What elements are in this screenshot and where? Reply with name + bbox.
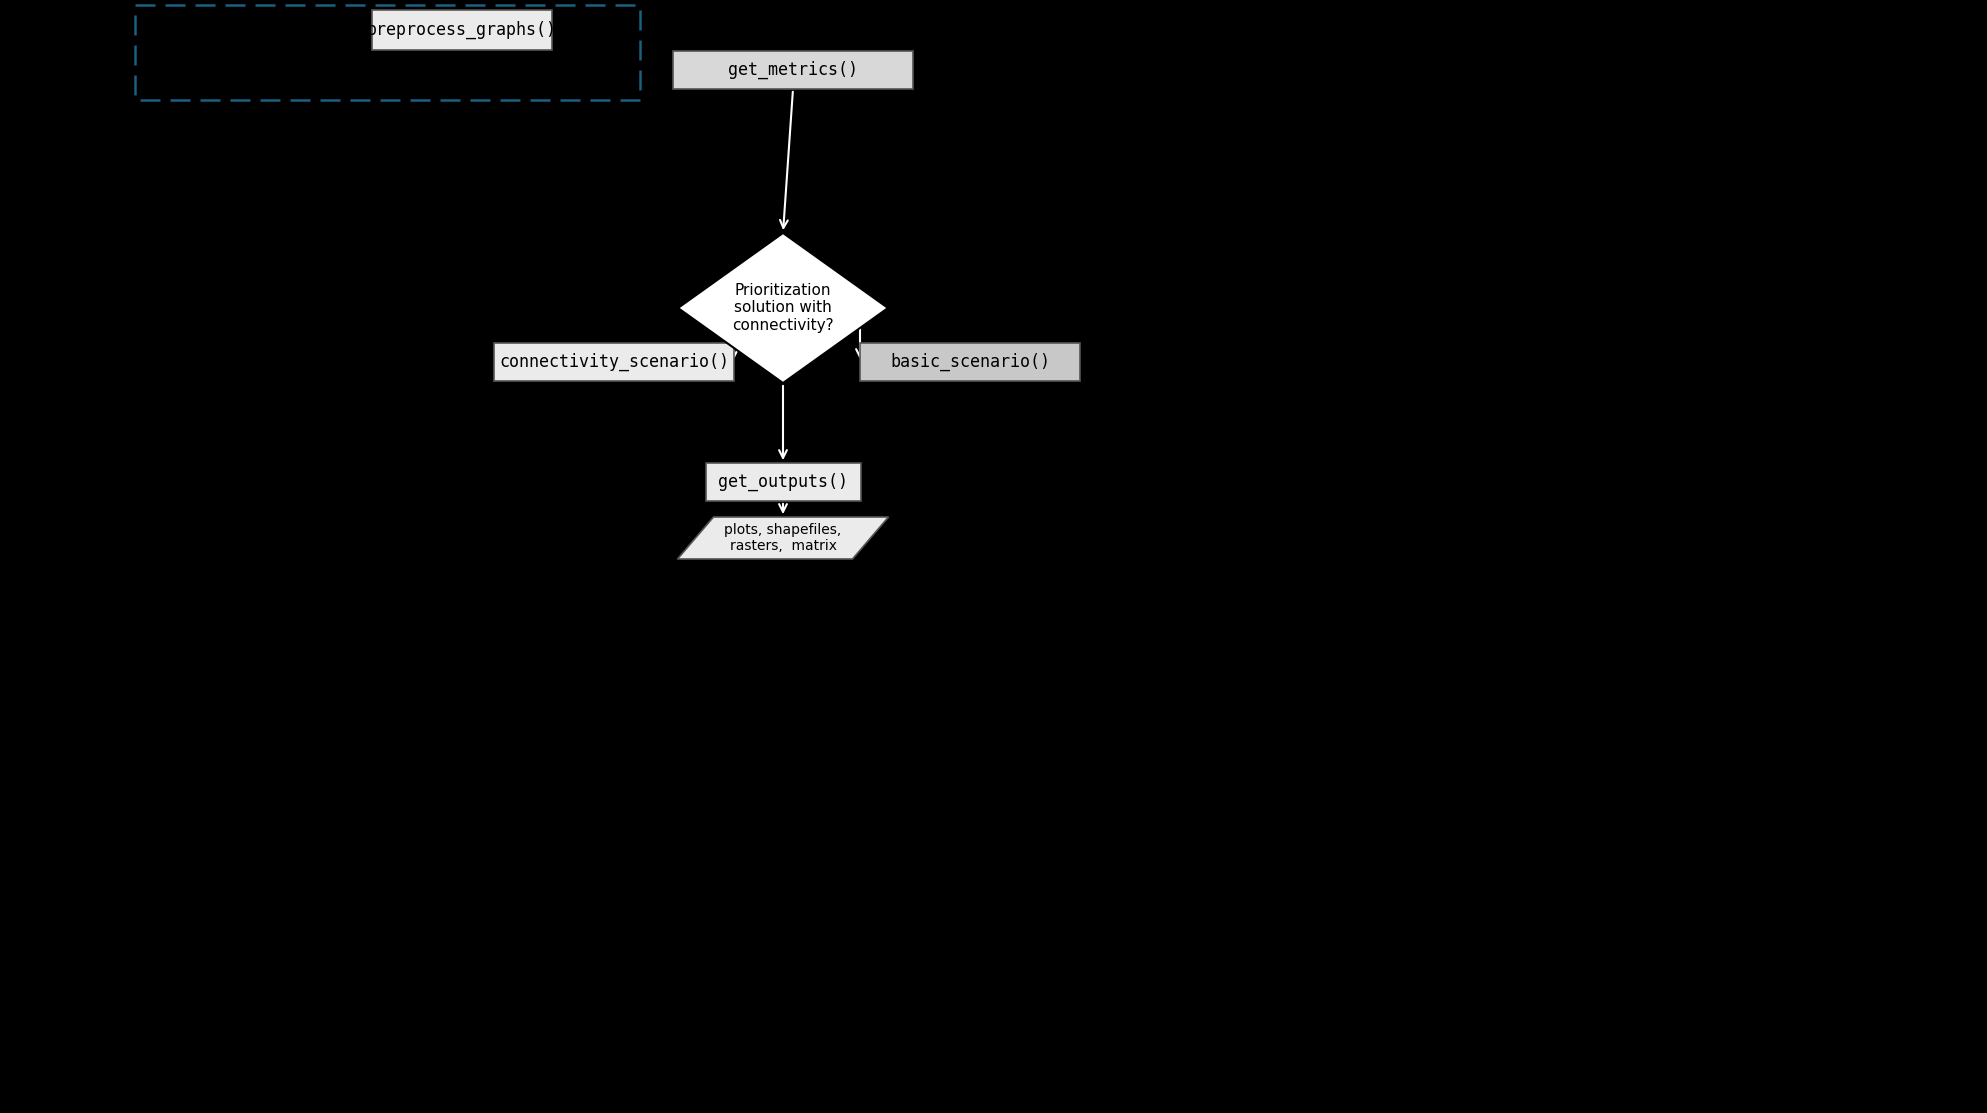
FancyBboxPatch shape [372,10,552,50]
Text: get_metrics(): get_metrics() [727,61,858,79]
Text: preprocess_graphs(): preprocess_graphs() [368,21,556,39]
Text: get_outputs(): get_outputs() [717,473,848,491]
Text: basic_scenario(): basic_scenario() [890,353,1049,371]
FancyBboxPatch shape [705,463,860,501]
Text: connectivity_scenario(): connectivity_scenario() [499,353,729,371]
FancyBboxPatch shape [674,51,912,89]
FancyBboxPatch shape [495,343,733,381]
Polygon shape [678,518,888,559]
FancyBboxPatch shape [860,343,1081,381]
Text: plots, shapefiles,
rasters,  matrix: plots, shapefiles, rasters, matrix [725,523,842,553]
Text: Prioritization
solution with
connectivity?: Prioritization solution with connectivit… [731,283,835,333]
Polygon shape [678,233,888,383]
